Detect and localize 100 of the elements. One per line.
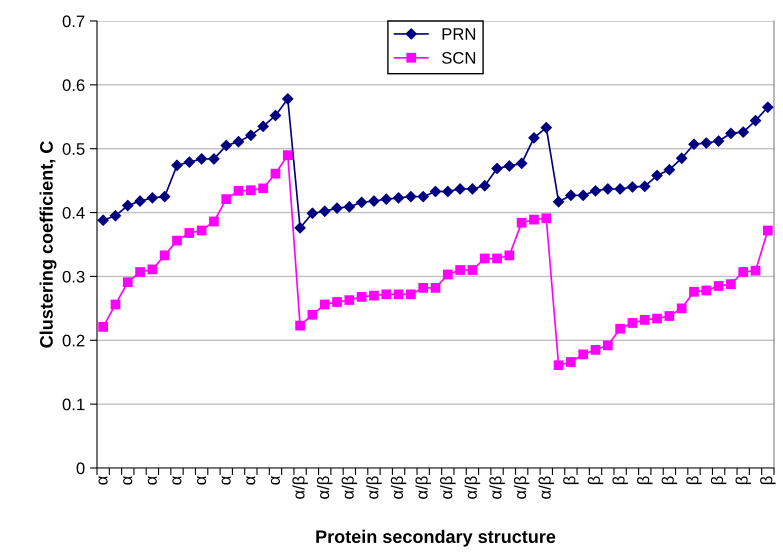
x-tick-label: α/β	[390, 476, 406, 499]
point	[418, 191, 429, 202]
point	[725, 128, 737, 139]
point	[258, 120, 269, 132]
point	[356, 292, 367, 302]
point	[295, 320, 305, 330]
x-tick-label: β	[662, 476, 678, 484]
point	[750, 266, 760, 276]
point	[738, 126, 749, 138]
point	[664, 164, 675, 176]
point	[270, 168, 280, 178]
point	[98, 322, 108, 332]
point	[232, 136, 244, 148]
x-tick-label: α	[196, 476, 206, 485]
y-tick-label: 0.1	[62, 398, 84, 410]
point	[394, 289, 404, 300]
x-tick-label: α/β	[489, 476, 505, 499]
point	[540, 122, 552, 134]
point	[344, 201, 355, 212]
point	[738, 267, 748, 277]
point	[308, 310, 318, 320]
x-axis-title: Protein secondary structure	[316, 530, 556, 547]
point	[504, 160, 515, 172]
point	[246, 185, 256, 196]
point	[689, 286, 699, 297]
point	[528, 132, 540, 144]
x-tick-label: β	[636, 476, 653, 484]
x-tick-label: β	[760, 476, 776, 484]
x-tick-label: β	[588, 476, 604, 484]
point	[306, 208, 318, 219]
point	[614, 183, 626, 195]
point	[146, 192, 158, 204]
point	[615, 324, 625, 334]
point	[516, 158, 528, 170]
point	[282, 93, 294, 105]
point	[392, 192, 404, 204]
point	[454, 183, 466, 195]
point	[320, 300, 330, 310]
point	[135, 267, 145, 277]
point	[270, 110, 282, 122]
point	[552, 196, 564, 208]
point	[369, 290, 379, 300]
point	[626, 181, 638, 193]
point	[196, 153, 208, 165]
point	[491, 162, 503, 174]
point	[172, 236, 182, 246]
x-tick-label: α/β	[316, 476, 332, 499]
point	[159, 191, 170, 202]
point	[418, 283, 428, 293]
point	[319, 206, 330, 217]
point	[110, 300, 120, 310]
point	[688, 138, 700, 150]
x-tick-label: α/β	[538, 476, 554, 499]
point	[406, 289, 416, 300]
point	[676, 152, 688, 164]
point	[762, 226, 773, 236]
point	[602, 340, 613, 350]
point	[208, 153, 220, 165]
point	[726, 279, 736, 289]
point	[220, 140, 232, 152]
point	[529, 214, 539, 224]
x-tick-label: β	[710, 476, 726, 484]
x-tick-label: α/β	[440, 476, 456, 499]
legend-label: PRN	[442, 28, 476, 40]
y-tick-label: 0.2	[62, 334, 84, 346]
point	[134, 195, 146, 207]
point	[209, 216, 219, 226]
x-tick-label: α/β	[366, 476, 382, 499]
point	[590, 345, 600, 355]
point	[122, 200, 134, 212]
point	[541, 213, 552, 224]
point	[714, 281, 724, 291]
point	[455, 265, 465, 275]
point	[332, 297, 342, 307]
x-tick-label: α	[222, 476, 231, 485]
x-tick-label: α/β	[514, 476, 530, 499]
point	[356, 196, 368, 208]
point	[590, 185, 602, 196]
point	[221, 194, 232, 204]
x-tick-label: α	[246, 476, 256, 485]
point	[466, 183, 478, 195]
point	[640, 314, 650, 325]
y-tick-label: 0	[76, 462, 85, 474]
point	[171, 160, 183, 171]
point	[554, 360, 564, 370]
x-tick-label: α/β	[342, 476, 358, 499]
point	[468, 265, 478, 275]
point	[639, 180, 650, 192]
point	[713, 135, 724, 147]
point	[234, 186, 244, 196]
point	[258, 183, 268, 194]
legend-label: SCN	[442, 52, 476, 64]
point	[245, 130, 256, 141]
point	[196, 226, 206, 236]
point	[294, 222, 306, 234]
point	[148, 264, 158, 274]
point	[160, 250, 170, 260]
point	[442, 270, 453, 280]
point	[565, 190, 577, 201]
point	[762, 102, 774, 113]
